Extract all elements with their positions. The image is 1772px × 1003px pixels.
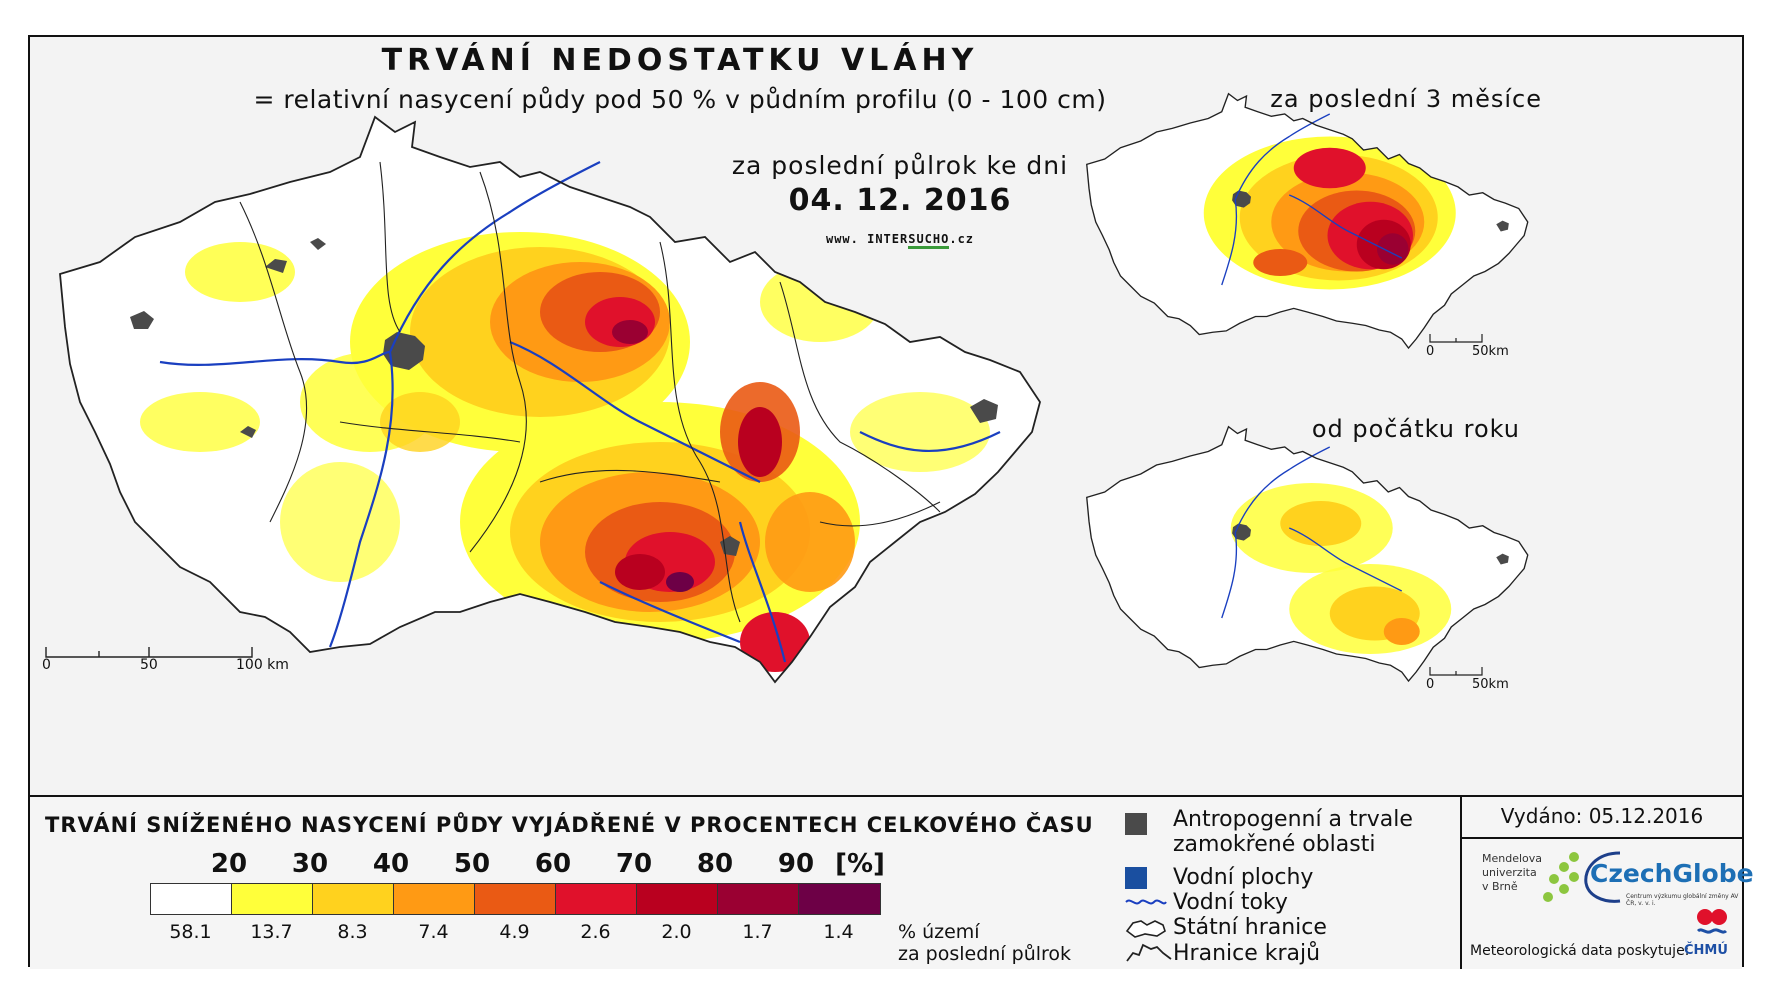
inset-year-scale-50: 50km [1472,677,1509,692]
legend-unit: [%] [835,849,885,879]
legend-break: 30 [291,849,329,879]
issued-date: Vydáno: 05.12.2016 [1462,797,1742,839]
legend-percent-label: % území za poslední půlrok [898,921,1072,965]
map-frame: TRVÁNÍ NEDOSTATKU VLÁHY = relativní nasy… [28,35,1754,969]
main-scale-0: 0 [42,657,51,673]
inset-year-scale-bar [1429,667,1483,676]
meteo-data-provider: Meteorologická data poskytuje: [1470,943,1690,959]
legend-swatch [556,884,637,914]
legend-percent: 1.7 [742,921,773,943]
inset-3m-title: za poslední 3 měsíce [1270,85,1542,113]
legend-percent: 8.3 [337,921,368,943]
legend-break: 90 [777,849,815,879]
legend-swatch [394,884,475,914]
legend-title: TRVÁNÍ SNÍŽENÉHO NASYCENÍ PŮDY VYJÁDŘENÉ… [45,813,1094,837]
legend-break: 80 [696,849,734,879]
legend-percent: 7.4 [418,921,449,943]
legend-divider [1460,797,1462,969]
legend-swatch [313,884,394,914]
czechglobe-arc-icon [1584,851,1621,903]
state-border-icon [1125,920,1166,938]
inset-year-title: od počátku roku [1311,415,1520,443]
legend-break: 70 [615,849,653,879]
legend-percent: 2.6 [580,921,611,943]
main-scale-bar [45,647,253,658]
inset-year-scale-0: 0 [1426,677,1435,692]
legend-swatch [475,884,556,914]
inset-3m-map [1086,92,1529,350]
anthro-swatch [1125,813,1147,835]
main-map-period: za poslední půlrok ke dni [731,151,1069,180]
mendel-dots-icon [1543,852,1579,902]
legend-swatch [718,884,799,914]
main-map-date: 04. 12. 2016 [788,183,1012,218]
legend-percent: 1.4 [823,921,854,943]
legend-break: 50 [453,849,491,879]
map-subtitle: = relativní nasycení půdy pod 50 % v půd… [253,85,1107,114]
river-line-icon [1125,899,1167,905]
legend-swatch [799,884,880,914]
czechglobe-subtitle: Centrum výzkumu globální změny AV ČR, v.… [1626,893,1739,907]
legend-swatch [637,884,718,914]
legend-color-bar [150,883,881,915]
legend-percent: 58.1 [169,921,212,943]
czechglobe-logo: CzechGlobe [1590,859,1754,888]
map-title: TRVÁNÍ NEDOSTATKU VLÁHY [381,43,979,78]
legend-percent: 2.0 [661,921,692,943]
inset-3m-scale-50: 50km [1472,344,1509,359]
legend-swatch [232,884,313,914]
water-swatch [1125,867,1147,889]
chmu-logo-icon [1696,909,1728,934]
main-drought-map [59,115,1041,684]
legend-swatch [151,884,232,914]
region-border-icon [1126,943,1172,962]
inset-3m-scale-bar [1429,334,1483,343]
mendel-university-logo: Mendelova univerzita v Brně [1482,852,1543,893]
legend-break: 60 [534,849,572,879]
website-label: www. INTERSUCHO.cz [650,232,1150,249]
legend-percent: 13.7 [250,921,293,943]
legend-percent: 4.9 [499,921,530,943]
inset-3m-scale-0: 0 [1426,344,1435,359]
legend-panel: TRVÁNÍ SNÍŽENÉHO NASYCENÍ PŮDY VYJÁDŘENÉ… [30,795,1754,969]
main-scale-100: 100 km [236,657,289,673]
inset-year-map [1086,425,1529,683]
legend-break: 40 [372,849,410,879]
legend-break: 20 [210,849,248,879]
main-scale-50: 50 [140,657,158,673]
chmu-logo: ČHMÚ [1684,943,1728,958]
